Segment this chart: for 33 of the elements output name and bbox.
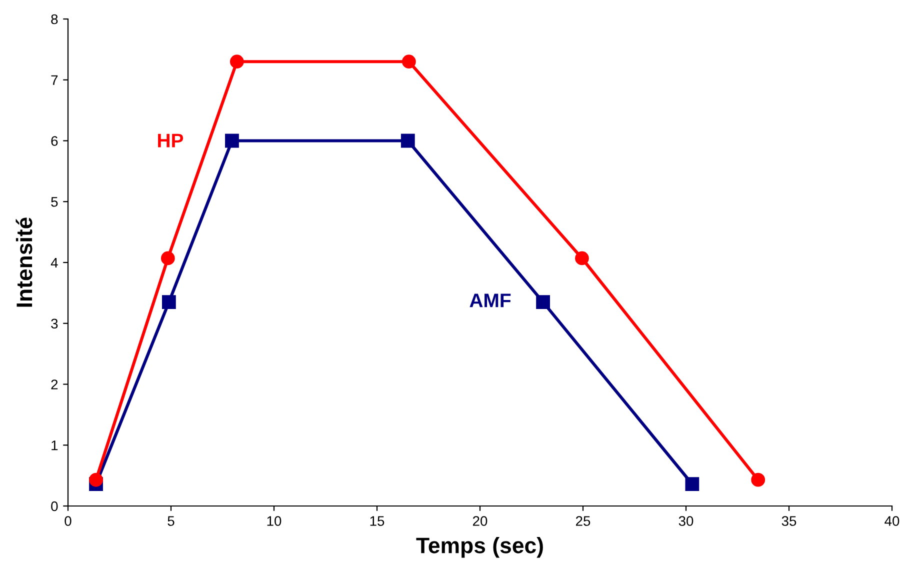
y-tick-label: 3 — [51, 318, 58, 329]
y-axis-title: Intensité — [16, 218, 32, 307]
point — [751, 472, 766, 487]
y-tick-label: 4 — [50, 258, 58, 268]
y-tick-label: 8 — [51, 14, 58, 24]
point — [230, 54, 244, 69]
x-tick-label: 25 — [576, 516, 590, 526]
point — [162, 295, 176, 310]
x-tick-label: 30 — [678, 516, 694, 526]
series-label: HP — [158, 134, 184, 148]
point — [89, 472, 103, 487]
x-tick-label: 40 — [884, 516, 900, 526]
point — [575, 251, 589, 266]
y-tick-label: 7 — [51, 75, 58, 85]
x-tick-label: 10 — [267, 516, 282, 526]
x-tick-label: 15 — [370, 516, 384, 526]
point — [400, 134, 415, 148]
series-label: AMF — [470, 294, 511, 308]
point — [536, 295, 550, 310]
y-tick-label: 6 — [51, 136, 58, 146]
point — [402, 54, 416, 69]
y-tick-label: 1 — [52, 440, 58, 450]
y-tick-label: 0 — [51, 501, 58, 512]
y-tick-label: 2 — [51, 380, 58, 390]
point — [160, 251, 175, 266]
x-axis-title: Temps (sec) — [416, 537, 543, 558]
x-tick-label: 0 — [64, 516, 72, 526]
point — [225, 134, 239, 148]
point — [685, 477, 700, 492]
x-tick-label: 35 — [782, 516, 796, 526]
x-tick-label: 20 — [472, 516, 488, 526]
x-tick-label: 5 — [168, 516, 174, 526]
y-tick-label: 5 — [51, 197, 58, 207]
